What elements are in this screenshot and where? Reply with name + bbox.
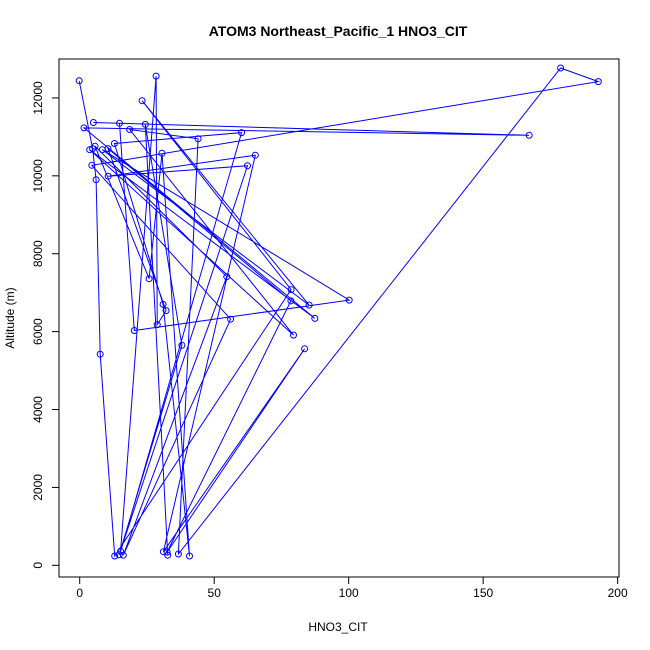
data-point: [194, 135, 202, 143]
x-axis-label: HNO3_CIT: [308, 620, 368, 634]
data-point: [153, 321, 161, 329]
data-point: [91, 142, 99, 150]
data-point: [126, 126, 134, 133]
x-tick-label: 50: [208, 586, 222, 600]
data-point: [141, 120, 149, 128]
data-point: [238, 129, 246, 137]
data-point: [174, 550, 182, 558]
data-point: [557, 64, 565, 72]
data-point: [287, 286, 295, 294]
data-point: [86, 146, 94, 154]
data-point: [117, 547, 125, 555]
y-tick-label: 0: [31, 562, 45, 569]
x-tick-label: 200: [608, 586, 628, 600]
data-point: [290, 331, 297, 339]
data-point: [145, 275, 153, 283]
y-tick-label: 2000: [31, 474, 45, 501]
x-tick-label: 0: [76, 586, 83, 600]
data-point: [89, 119, 97, 126]
y-tick-label: 10000: [31, 159, 45, 193]
chart-title: ATOM3 Northeast_Pacific_1 HNO3_CIT: [209, 23, 468, 39]
data-point: [244, 162, 251, 170]
data-point: [301, 345, 309, 353]
x-tick-label: 150: [473, 586, 493, 600]
data-point: [223, 273, 231, 281]
data-point: [88, 161, 96, 169]
data-point: [251, 151, 259, 159]
data-point: [186, 552, 193, 560]
y-tick-label: 4000: [31, 396, 45, 423]
data-point: [287, 297, 295, 305]
series-line: [78, 67, 601, 558]
data-point: [138, 97, 146, 105]
data-point: [594, 78, 602, 86]
data-point: [227, 315, 235, 323]
y-tick-label: 8000: [31, 240, 45, 267]
data-point: [305, 301, 313, 309]
data-point: [80, 124, 88, 132]
data-point: [115, 551, 123, 559]
data-point: [164, 551, 172, 559]
data-point: [152, 72, 160, 80]
data-point: [111, 552, 119, 560]
data-point: [104, 172, 112, 180]
data-point: [162, 307, 170, 315]
data-point: [130, 327, 138, 334]
data-point: [311, 314, 319, 322]
y-axis: 0 2000 4000 6000 8000 10000 12000: [31, 81, 60, 569]
data-point: [110, 140, 118, 147]
data-point: [159, 300, 167, 308]
y-tick-label: 12000: [31, 81, 45, 115]
data-point: [178, 341, 186, 349]
data-point: [96, 350, 104, 358]
data-point: [525, 131, 533, 139]
y-tick-label: 6000: [31, 318, 45, 345]
data-point: [158, 149, 166, 157]
data-point: [104, 145, 112, 153]
data-series: [75, 64, 602, 560]
x-axis: 0 50 100 150 200: [76, 576, 628, 600]
data-point: [92, 176, 100, 184]
data-point: [116, 119, 123, 127]
data-point: [75, 77, 83, 85]
y-axis-label: Altitude (m): [3, 287, 17, 348]
data-point: [163, 548, 171, 556]
data-point: [159, 548, 167, 556]
data-point: [345, 296, 353, 304]
x-tick-label: 100: [339, 586, 359, 600]
plot-border: [58, 58, 620, 578]
